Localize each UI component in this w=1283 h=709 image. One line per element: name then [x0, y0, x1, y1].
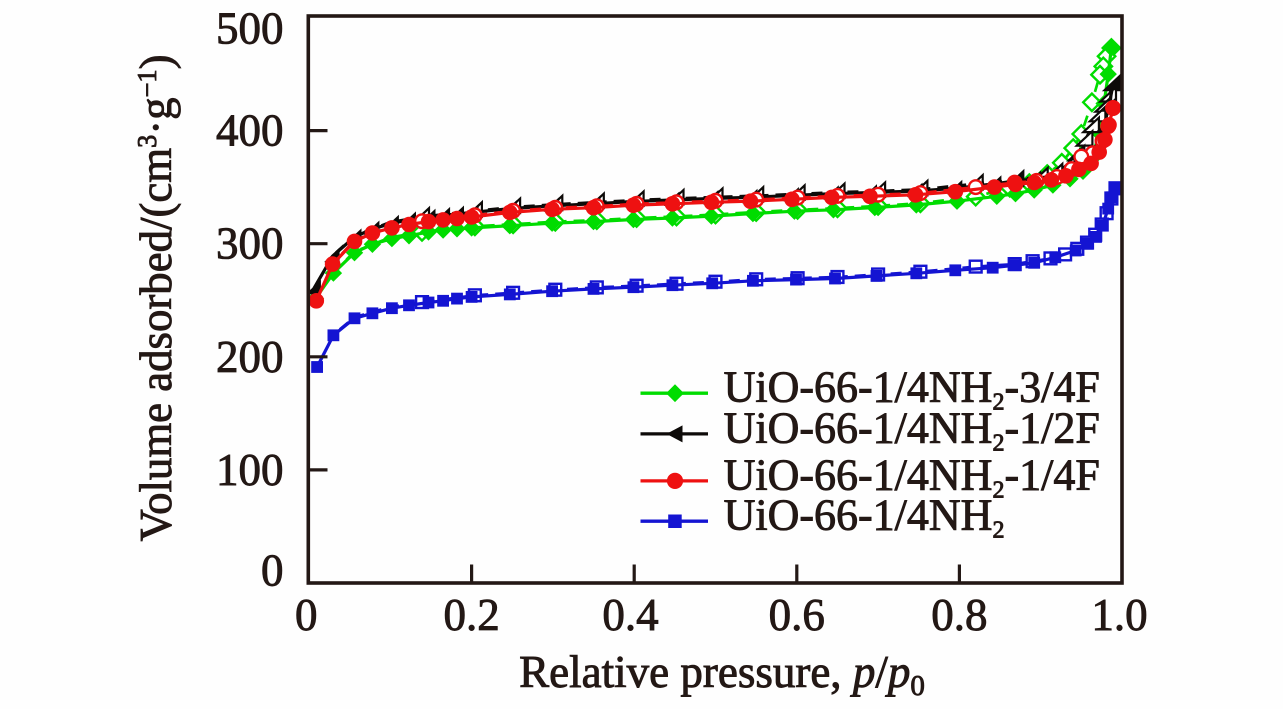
- svg-text:400: 400: [216, 106, 284, 156]
- svg-text:0.8: 0.8: [931, 590, 987, 640]
- svg-text:0: 0: [295, 590, 318, 640]
- svg-text:1.0: 1.0: [1091, 590, 1147, 640]
- svg-text:300: 300: [216, 219, 284, 269]
- svg-text:0: 0: [261, 546, 284, 596]
- svg-text:UiO-66-1/4NH2: UiO-66-1/4NH2: [724, 491, 1005, 544]
- svg-text:UiO-66-1/4NH2-3/4F: UiO-66-1/4NH2-3/4F: [724, 363, 1100, 416]
- svg-text:Relative pressure, p/p0: Relative pressure, p/p0: [519, 647, 925, 702]
- svg-text:UiO-66-1/4NH2-1/2F: UiO-66-1/4NH2-1/2F: [724, 403, 1100, 456]
- svg-text:200: 200: [216, 332, 284, 382]
- svg-text:0.2: 0.2: [443, 590, 499, 640]
- svg-text:Volume adsorbed/(cm3·g−1): Volume adsorbed/(cm3·g−1): [130, 54, 181, 541]
- svg-text:100: 100: [216, 445, 284, 495]
- svg-text:0.4: 0.4: [602, 590, 658, 640]
- svg-text:500: 500: [216, 4, 284, 54]
- svg-text:UiO-66-1/4NH2-1/4F: UiO-66-1/4NH2-1/4F: [724, 450, 1100, 503]
- svg-text:0.6: 0.6: [769, 590, 825, 640]
